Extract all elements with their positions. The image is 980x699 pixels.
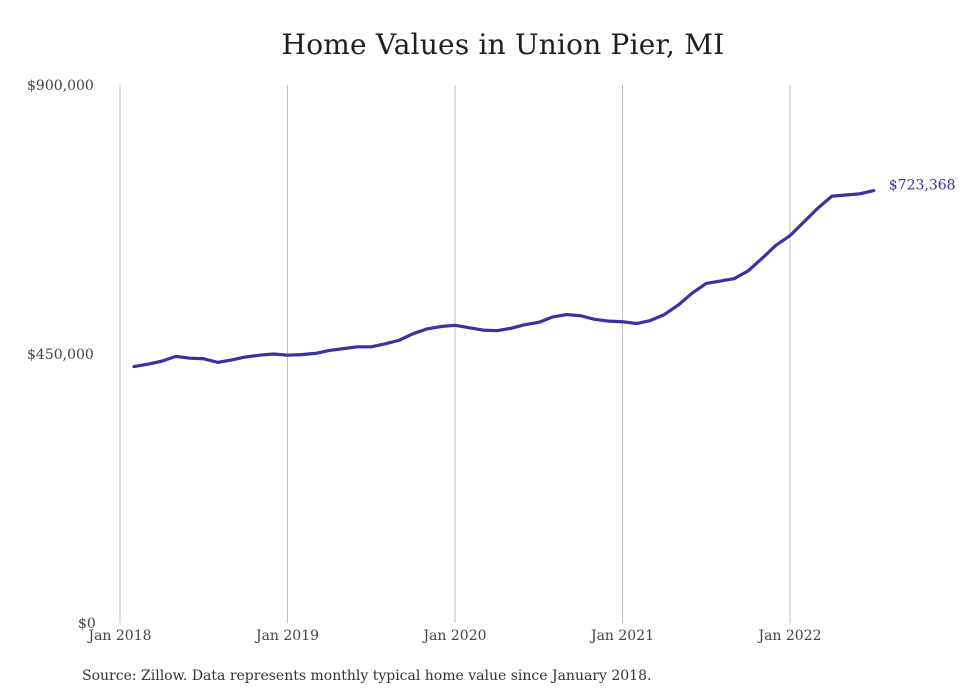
data-point [844,193,847,196]
x-tick-label: Jan 2018 [86,628,151,644]
data-point [244,355,247,358]
data-point [816,207,819,210]
data-point [495,329,498,332]
source-note: Source: Zillow. Data represents monthly … [82,668,652,684]
data-point [621,320,624,323]
y-tick-label: $450,000 [27,347,94,363]
data-point [230,358,233,361]
x-tick-label: Jan 2020 [421,628,486,644]
data-point [412,332,415,335]
gridlines [119,85,791,623]
data-point [314,352,317,355]
data-point [216,361,219,364]
data-point [830,195,833,198]
data-point [146,363,149,366]
data-point [788,234,791,237]
data-point [384,342,387,345]
data-point [370,345,373,348]
data-point [635,322,638,325]
data-point [872,189,875,192]
data-point [593,318,596,321]
data-point [272,352,275,355]
data-point [356,345,359,348]
data-point [705,282,708,285]
data-point [258,354,261,357]
data-point [691,291,694,294]
end-label-layer: $723,368 [889,178,956,194]
data-point [160,360,163,363]
series-line [132,188,876,369]
data-point [551,315,554,318]
axis-ticks: Jan 2018 Jan 2019 Jan 2020 Jan 2021 Jan 2022… [27,78,822,644]
data-point [760,257,763,260]
data-point [328,349,331,352]
data-point [342,347,345,350]
data-point [398,339,401,342]
data-point [858,192,861,195]
chart-title: Home Values in Union Pier, MI [281,28,725,61]
x-tick-label: Jan 2019 [254,628,319,644]
x-tick-label: Jan 2022 [756,628,821,644]
data-point [286,354,289,357]
data-point [202,357,205,360]
data-point [579,314,582,317]
data-point [747,269,750,272]
data-point [467,326,470,329]
end-value-label: $723,368 [889,178,956,194]
y-tick-label: $900,000 [27,78,94,94]
data-point [537,321,540,324]
data-point [649,319,652,322]
data-point [188,357,191,360]
data-point [663,313,666,316]
data-point [300,353,303,356]
data-point [132,365,135,368]
series-layer [132,188,876,369]
data-point [802,220,805,223]
data-point [425,327,428,330]
data-point [719,279,722,282]
data-point [774,244,777,247]
data-point [523,323,526,326]
data-point [733,277,736,280]
y-tick-label: $0 [78,616,96,632]
data-point [481,328,484,331]
x-tick-label: Jan 2021 [589,628,654,644]
data-point [565,313,568,316]
data-point [174,355,177,358]
data-point [607,320,610,323]
data-point [677,303,680,306]
data-point [509,327,512,330]
data-point [453,324,456,327]
data-point [439,325,442,328]
